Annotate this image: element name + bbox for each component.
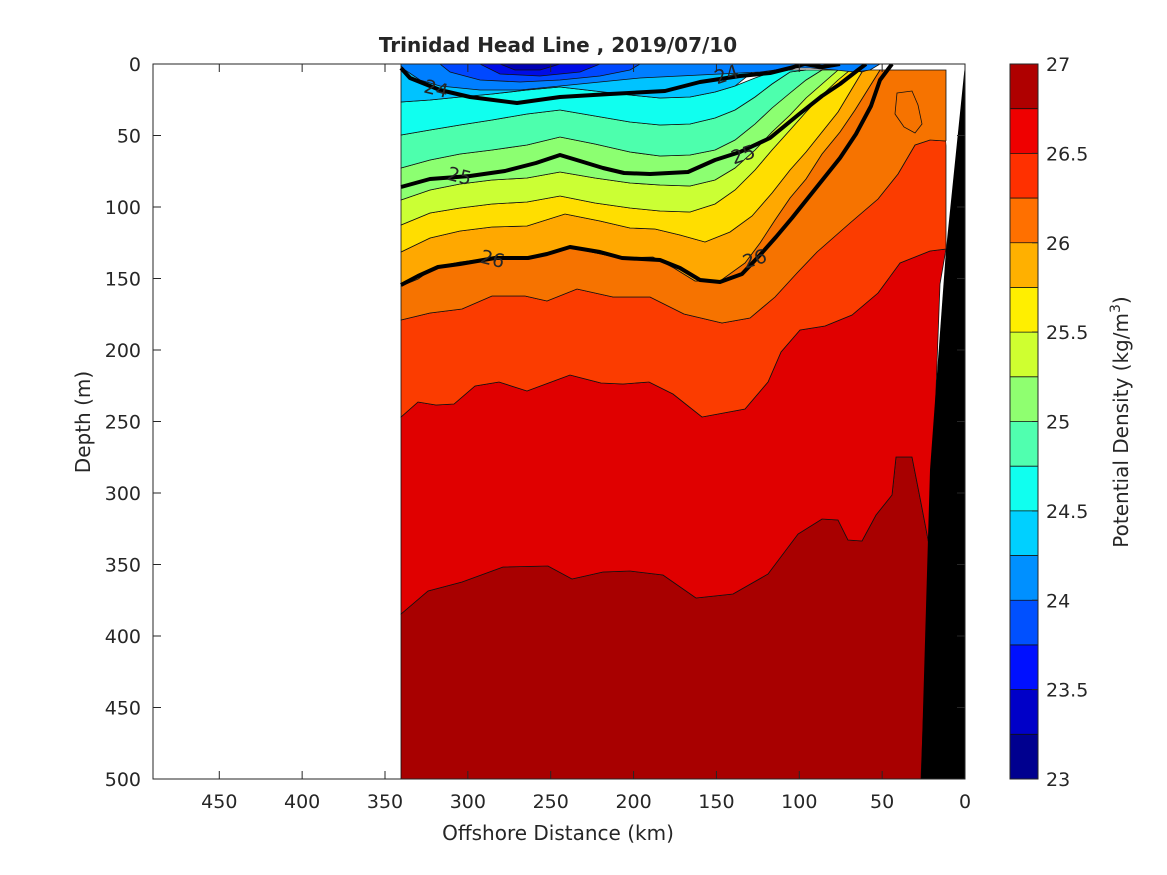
- colorbar-tick-label: 25: [1046, 412, 1070, 434]
- colorbar: 23 23.5 24 24.5 25 25.5 26 26.5 27: [1009, 54, 1088, 791]
- colorbar-tick-label: 23: [1046, 769, 1070, 791]
- x-tick-label: 150: [698, 791, 734, 813]
- y-tick-label: 150: [105, 269, 141, 291]
- colorbar-swatch: [1010, 421, 1038, 467]
- density-fill-layer: [400, 64, 947, 779]
- chart-title: Trinidad Head Line , 2019/07/10: [379, 33, 737, 57]
- colorbar-label-text: Potential Density (kg/m: [1109, 313, 1133, 548]
- y-tick-label: 100: [105, 197, 141, 219]
- y-tick-label: 500: [105, 769, 141, 791]
- x-tick-label: 50: [870, 791, 894, 813]
- colorbar-swatch: [1010, 242, 1038, 288]
- colorbar-swatch: [1010, 644, 1038, 690]
- colorbar-swatch: [1010, 555, 1038, 601]
- colorbar-swatch: [1010, 734, 1038, 779]
- colorbar-tick-label: 26: [1046, 233, 1070, 255]
- colorbar-swatch: [1010, 689, 1038, 735]
- x-axis-label: Offshore Distance (km): [442, 821, 674, 845]
- band-23-25-23-5: [499, 64, 561, 71]
- y-tick-label: 350: [105, 555, 141, 577]
- nearshore-patch: [894, 90, 923, 134]
- bottom-topography: [921, 64, 965, 779]
- x-tick-label: 100: [781, 791, 817, 813]
- x-tick-label: 400: [284, 791, 320, 813]
- x-tick-label: 450: [201, 791, 237, 813]
- colorbar-label-close: ): [1109, 296, 1133, 304]
- contour-25: [400, 64, 868, 189]
- colorbar-swatch: [1010, 287, 1038, 333]
- x-tick-label: 250: [533, 791, 569, 813]
- colorbar-swatch: [1010, 153, 1038, 199]
- contour-24-offshore: [399, 64, 806, 105]
- x-tick-label: 200: [615, 791, 651, 813]
- y-axis: 0 50 100 150 200 250 300 350 400 450 500: [105, 54, 965, 791]
- colorbar-swatch: [1010, 332, 1038, 377]
- colorbar-swatch: [1010, 108, 1038, 154]
- colorbar-tick-label: 23.5: [1046, 680, 1088, 702]
- x-tick-label: 350: [367, 791, 403, 813]
- y-tick-label: 50: [117, 126, 141, 148]
- colorbar-swatch: [1010, 466, 1038, 511]
- y-axis-label: Depth (m): [71, 371, 95, 473]
- y-tick-label: 450: [105, 698, 141, 720]
- colorbar-swatch: [1010, 64, 1038, 109]
- colorbar-swatch: [1010, 600, 1038, 645]
- x-tick-label: 300: [450, 791, 486, 813]
- colorbar-swatch: [1010, 510, 1038, 556]
- colorbar-swatch: [1010, 376, 1038, 422]
- bold-contour-layer: [399, 64, 894, 287]
- contour-24-nearshore: [804, 64, 841, 69]
- colorbar-swatch: [1010, 198, 1038, 243]
- x-axis: 450 400 350 300 250 200 150 100 50 0: [201, 64, 971, 813]
- colorbar-label-sup: 3: [1108, 304, 1124, 313]
- y-tick-label: 400: [105, 626, 141, 648]
- colorbar-label: Potential Density (kg/m3): [1108, 296, 1133, 547]
- y-tick-label: 200: [105, 340, 141, 362]
- y-tick-label: 0: [129, 54, 141, 76]
- x-tick-label: 0: [959, 791, 971, 813]
- colorbar-tick-label: 25.5: [1046, 322, 1088, 344]
- colorbar-tick-label: 27: [1046, 54, 1070, 76]
- y-tick-label: 250: [105, 412, 141, 434]
- shelf-edge-white: [946, 64, 965, 180]
- y-tick-label: 300: [105, 483, 141, 505]
- colorbar-tick-label: 24: [1046, 590, 1070, 612]
- colorbar-tick-label: 26.5: [1046, 143, 1088, 165]
- contour-26: [400, 64, 894, 287]
- colorbar-tick-label: 24.5: [1046, 501, 1088, 523]
